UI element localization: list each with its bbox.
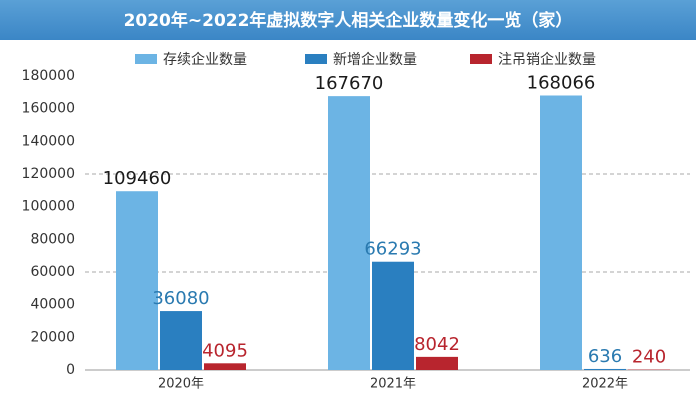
data-label: 66293 — [364, 239, 421, 260]
y-tick-label: 40000 — [30, 297, 75, 313]
y-tick-label: 100000 — [22, 199, 75, 215]
data-label: 36080 — [152, 288, 209, 309]
x-tick-label: 2021年 — [370, 377, 416, 392]
data-label: 167670 — [315, 73, 384, 94]
bar — [116, 191, 158, 370]
bar — [328, 96, 370, 370]
legend-swatch — [135, 54, 157, 64]
y-tick-label: 160000 — [22, 101, 75, 117]
y-tick-label: 180000 — [22, 68, 75, 84]
bar — [416, 356, 458, 370]
y-tick-label: 20000 — [30, 329, 75, 345]
y-tick-label: 0 — [66, 362, 75, 378]
legend-label: 新增企业数量 — [333, 51, 417, 68]
legend-swatch — [470, 54, 492, 64]
y-tick-label: 60000 — [30, 264, 75, 280]
legend-swatch — [305, 54, 327, 64]
y-tick-label: 120000 — [22, 166, 75, 182]
data-label: 168066 — [527, 72, 596, 93]
bar — [540, 95, 582, 371]
bar — [204, 363, 246, 370]
bar — [584, 368, 626, 370]
data-label: 8042 — [414, 334, 460, 355]
title-banner — [0, 0, 696, 40]
y-tick-label: 140000 — [22, 133, 75, 149]
x-tick-label: 2020年 — [158, 377, 204, 392]
data-label: 109460 — [103, 168, 172, 189]
data-label: 240 — [632, 347, 666, 368]
bar — [160, 311, 202, 370]
legend-label: 注吊销企业数量 — [498, 51, 596, 68]
x-tick-label: 2022年 — [582, 377, 628, 392]
data-label: 4095 — [202, 340, 248, 361]
bar — [372, 261, 414, 370]
data-label: 636 — [588, 346, 622, 367]
y-tick-label: 80000 — [30, 231, 75, 247]
legend-label: 存续企业数量 — [163, 51, 247, 68]
chart-title: 2020年~2022年虚拟数字人相关企业数量变化一览（家） — [124, 10, 573, 31]
